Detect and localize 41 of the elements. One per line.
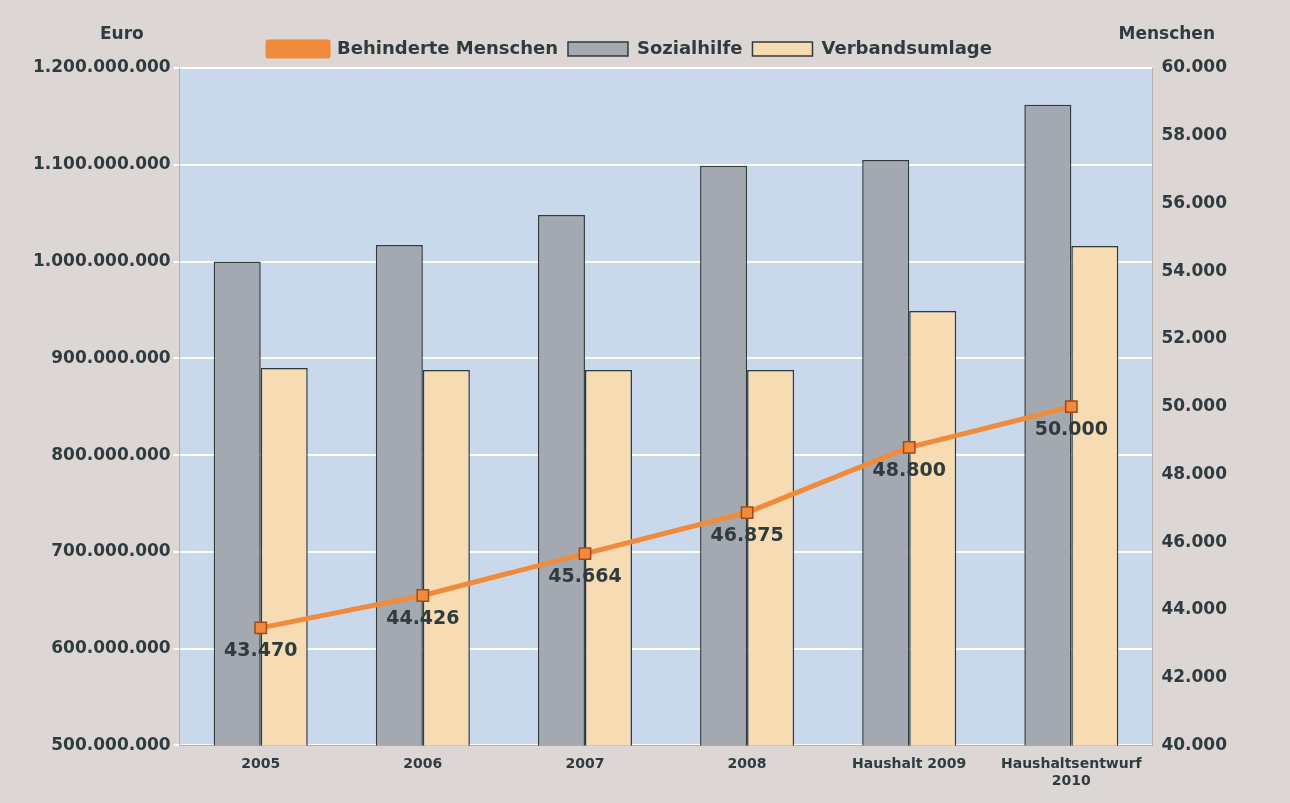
y2-tick-label: 44.000: [1161, 598, 1228, 619]
x-tick-label: Haushalt 2009: [852, 755, 967, 772]
x-tick-label: 2006: [403, 755, 443, 772]
y2-tick-label: 40.000: [1161, 733, 1228, 754]
y-tick-label: 1.100.000.000: [32, 153, 171, 174]
y2-tick-label: 52.000: [1161, 327, 1228, 348]
x-tick-label: 2007: [565, 755, 605, 772]
y2-tick-label: 50.000: [1161, 395, 1228, 416]
point: [416, 589, 430, 602]
legend-label: Sozialhilfe: [636, 36, 743, 58]
y-tick-label: 500.000.000: [51, 733, 171, 754]
x-tick-label: 2005: [241, 755, 281, 772]
y2-tick-label: 54.000: [1161, 259, 1228, 280]
y-tick-label: 600.000.000: [51, 637, 171, 658]
y2-tick-label: 46.000: [1161, 530, 1228, 551]
data-label: 50.000: [1034, 417, 1108, 440]
y2-tick-label: 42.000: [1161, 666, 1228, 687]
point: [254, 621, 268, 635]
y-axis-title: Euro: [100, 22, 144, 43]
legend-label: Verbandsumlage: [821, 36, 992, 58]
y-tick-label: 1.000.000.000: [32, 249, 171, 270]
data-label: 45.664: [548, 564, 622, 586]
y-tick-label: 900.000.000: [51, 346, 171, 367]
data-label: 46.875: [710, 522, 784, 545]
y-tick-label: 1.200.000.000: [32, 56, 171, 77]
y-tick-label: 800.000.000: [51, 443, 171, 464]
data-label: 43.470: [224, 638, 298, 661]
y2-tick-label: 58.000: [1161, 124, 1228, 145]
y2-tick-label: 56.000: [1161, 191, 1228, 212]
x-tick-label: 2008: [727, 755, 767, 772]
point: [1064, 400, 1078, 414]
y2-tick-label: 48.000: [1161, 462, 1228, 483]
y2-tick-label: 60.000: [1161, 56, 1228, 77]
point: [902, 440, 916, 454]
point: [578, 547, 592, 560]
y-tick-label: 700.000.000: [51, 540, 171, 561]
legend-label: Behinderte Menschen: [337, 36, 558, 58]
x-tick-label: Haushaltsentwurf 2010: [1000, 755, 1143, 789]
data-label: 44.426: [386, 605, 460, 628]
y2-axis-title: Menschen: [1118, 22, 1215, 43]
point: [740, 506, 754, 519]
